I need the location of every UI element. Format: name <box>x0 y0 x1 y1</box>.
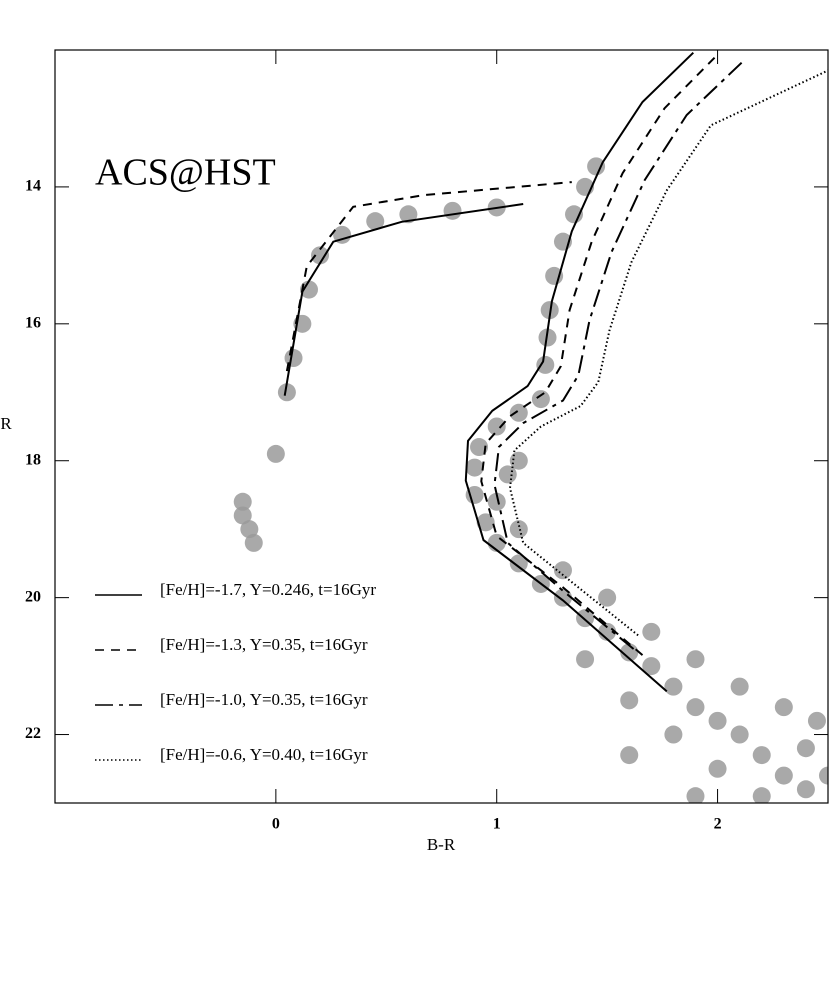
star <box>553 561 572 580</box>
legend-label: [Fe/H]=-1.7, Y=0.246, t=16Gyr <box>160 580 376 599</box>
star <box>498 465 517 484</box>
legend-label: [Fe/H]=-1.3, Y=0.35, t=16Gyr <box>160 635 368 654</box>
x-axis-label: B-R <box>427 835 456 854</box>
star <box>299 280 318 299</box>
star <box>509 403 528 422</box>
star <box>366 212 385 231</box>
star <box>311 246 330 265</box>
star <box>509 554 528 573</box>
star <box>708 711 727 730</box>
star <box>465 485 484 504</box>
star <box>774 698 793 717</box>
star <box>576 650 595 669</box>
star <box>240 520 259 539</box>
star <box>587 157 606 176</box>
x-tick-label: 2 <box>714 816 722 833</box>
legend-label: [Fe/H]=-1.0, Y=0.35, t=16Gyr <box>160 690 368 709</box>
y-tick-label: 18 <box>25 451 41 468</box>
star-cloud <box>233 157 828 803</box>
star <box>598 588 617 607</box>
star <box>333 225 352 244</box>
star <box>708 759 727 778</box>
star <box>752 746 771 765</box>
star <box>664 725 683 744</box>
isochrones <box>283 51 828 693</box>
star <box>487 492 506 511</box>
star <box>686 698 705 717</box>
star <box>266 444 285 463</box>
y-tick-label: 14 <box>25 178 41 195</box>
star <box>620 746 639 765</box>
star <box>664 677 683 696</box>
star <box>807 711 826 730</box>
isochrone <box>508 69 828 637</box>
star <box>277 383 296 402</box>
star <box>233 506 252 525</box>
star <box>244 533 263 552</box>
star <box>476 513 495 532</box>
star <box>553 588 572 607</box>
plot-frame <box>54 49 829 804</box>
star <box>509 451 528 470</box>
star <box>465 458 484 477</box>
isochrone <box>285 56 717 656</box>
star <box>470 438 489 457</box>
star <box>730 725 749 744</box>
star <box>531 390 550 409</box>
star <box>819 766 828 785</box>
star <box>686 650 705 669</box>
star <box>399 205 418 224</box>
star <box>487 417 506 436</box>
y-tick-label: 16 <box>25 314 41 331</box>
star <box>730 677 749 696</box>
star <box>620 691 639 710</box>
x-tick-label: 1 <box>493 816 501 833</box>
x-tick-label: 0 <box>272 816 280 833</box>
star <box>536 355 555 374</box>
star <box>509 520 528 539</box>
y-tick-label: 20 <box>25 588 41 605</box>
star <box>774 766 793 785</box>
isochrone <box>493 59 745 650</box>
star <box>796 739 815 758</box>
star <box>686 787 705 803</box>
star <box>443 201 462 220</box>
y-axis-label: R <box>0 414 12 433</box>
star <box>752 787 771 803</box>
star <box>796 780 815 799</box>
isochrone <box>283 51 694 693</box>
annotation: ACS@HST <box>95 152 276 194</box>
legend-label: [Fe/H]=-0.6, Y=0.40, t=16Gyr <box>160 745 368 764</box>
star <box>233 492 252 511</box>
star <box>642 657 661 676</box>
star <box>642 622 661 641</box>
y-tick-label: 22 <box>25 725 41 742</box>
